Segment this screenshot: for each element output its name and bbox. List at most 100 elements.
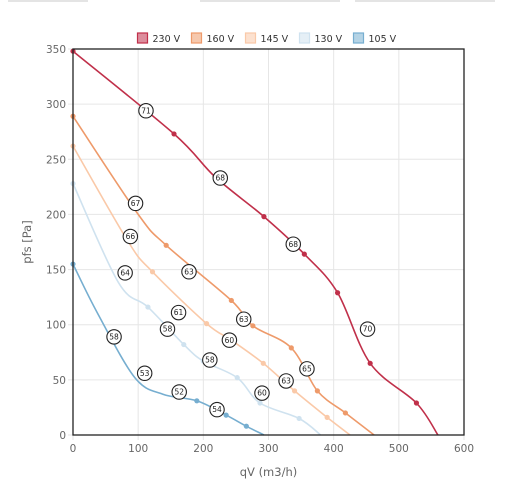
legend-label: 105 V bbox=[369, 34, 397, 45]
noise-badge bbox=[254, 385, 270, 401]
x-tick-label: 200 bbox=[193, 443, 213, 455]
noise-badge bbox=[359, 321, 376, 337]
data-point bbox=[334, 290, 341, 296]
data-point bbox=[301, 251, 307, 257]
top-edge-segment bbox=[355, 0, 495, 2]
noise-badge-label: 63 bbox=[281, 377, 291, 386]
noise-badge-label: 52 bbox=[174, 388, 184, 397]
data-point bbox=[260, 360, 266, 366]
noise-badge bbox=[170, 304, 187, 321]
x-tick-label: 600 bbox=[454, 443, 474, 455]
badge-layer: 58 53 52 54 64 58 58 60 66 61 60 63 67 63 63 65 71 68 68 70 bbox=[106, 103, 376, 418]
data-point bbox=[324, 414, 330, 420]
curve-145v bbox=[72, 145, 351, 436]
y-axis-title: pfs [Pa] bbox=[20, 220, 34, 263]
y-tick-label: 250 bbox=[46, 154, 66, 166]
data-point bbox=[413, 400, 420, 406]
noise-badge bbox=[285, 236, 302, 252]
window-top-edge bbox=[0, 0, 508, 4]
x-tick-label: 500 bbox=[389, 443, 409, 455]
data-point bbox=[296, 415, 302, 422]
noise-badge-label: 63 bbox=[184, 267, 194, 276]
noise-badge-label: 58 bbox=[205, 356, 215, 365]
noise-badge-label: 71 bbox=[141, 106, 151, 115]
legend-label: 145 V bbox=[261, 34, 289, 45]
noise-badge bbox=[221, 332, 238, 348]
noise-badge-label: 70 bbox=[363, 325, 373, 334]
top-edge-segment bbox=[200, 0, 340, 2]
plot-frame bbox=[72, 48, 465, 436]
x-tick-label: 400 bbox=[324, 443, 344, 455]
y-tick-label: 350 bbox=[46, 44, 66, 56]
data-point bbox=[261, 214, 267, 220]
noise-badge-label: 66 bbox=[126, 232, 136, 241]
marker-layer bbox=[70, 48, 420, 429]
noise-badge-label: 61 bbox=[174, 308, 184, 317]
y-tick-label: 100 bbox=[46, 320, 66, 332]
y-tick-label: 50 bbox=[53, 375, 66, 387]
data-point bbox=[314, 388, 320, 394]
data-point bbox=[223, 412, 229, 418]
data-point bbox=[163, 242, 169, 248]
y-tick-label: 300 bbox=[46, 99, 66, 111]
noise-badge bbox=[159, 321, 176, 337]
legend-swatch bbox=[244, 32, 257, 44]
noise-badge-label: 58 bbox=[163, 325, 173, 334]
legend-label: 160 V bbox=[207, 34, 235, 45]
noise-badge-label: 68 bbox=[216, 174, 226, 183]
legend-swatch bbox=[190, 32, 203, 44]
noise-badge-label: 60 bbox=[225, 336, 235, 345]
data-point bbox=[171, 131, 177, 137]
curve-105v bbox=[72, 263, 265, 436]
noise-badge bbox=[171, 384, 187, 400]
legend-item-230v[interactable]: 230 V bbox=[136, 32, 181, 45]
x-axis-title: qV (m3/h) bbox=[240, 465, 297, 479]
noise-badge bbox=[127, 195, 144, 212]
data-point bbox=[342, 410, 348, 416]
data-point bbox=[203, 321, 210, 327]
noise-badge-label: 60 bbox=[257, 389, 267, 398]
noise-badge-label: 64 bbox=[120, 268, 130, 277]
legend-label: 130 V bbox=[315, 34, 343, 45]
data-point bbox=[234, 375, 240, 381]
noise-badge bbox=[235, 311, 252, 327]
curve-130v bbox=[72, 183, 322, 436]
data-point bbox=[291, 388, 298, 394]
noise-badge bbox=[106, 329, 122, 345]
data-point bbox=[194, 398, 200, 404]
noise-badge-label: 58 bbox=[109, 332, 119, 341]
data-point bbox=[181, 341, 187, 348]
noise-badge bbox=[181, 264, 197, 280]
noise-badge bbox=[138, 103, 154, 119]
data-point bbox=[250, 323, 256, 329]
data-point bbox=[367, 360, 373, 366]
noise-badge-label: 54 bbox=[212, 405, 222, 414]
noise-badge-label: 68 bbox=[288, 240, 298, 249]
legend-item-145v[interactable]: 145 V bbox=[244, 32, 289, 45]
noise-badge bbox=[212, 170, 229, 186]
data-point bbox=[149, 269, 156, 275]
y-tick-label: 150 bbox=[46, 265, 66, 277]
noise-badge-label: 63 bbox=[239, 315, 249, 324]
x-tick-label: 100 bbox=[128, 443, 148, 455]
legend-item-160v[interactable]: 160 V bbox=[190, 32, 235, 45]
noise-badge-label: 53 bbox=[140, 369, 150, 378]
legend-swatch bbox=[298, 32, 311, 44]
legend-item-105v[interactable]: 105 V bbox=[352, 32, 397, 45]
legend-swatch bbox=[136, 32, 149, 44]
legend-label: 230 V bbox=[153, 34, 181, 45]
legend[interactable]: 230 V 160 V 145 V 130 V 105 V bbox=[136, 32, 397, 45]
data-point bbox=[243, 423, 249, 429]
legend-item-130v[interactable]: 130 V bbox=[298, 32, 343, 45]
data-point bbox=[288, 345, 294, 351]
tick-labels: 0 100 200 300 400 500 600 0 50 100 150 200 250 300 350 bbox=[46, 44, 474, 455]
data-point bbox=[228, 297, 234, 304]
noise-badge bbox=[136, 365, 153, 381]
noise-badge-label: 67 bbox=[131, 199, 141, 208]
noise-badge bbox=[209, 401, 225, 418]
y-tick-label: 200 bbox=[46, 209, 66, 221]
noise-badge-label: 65 bbox=[302, 364, 312, 373]
data-point bbox=[257, 400, 263, 406]
top-edge-segment bbox=[8, 0, 88, 2]
